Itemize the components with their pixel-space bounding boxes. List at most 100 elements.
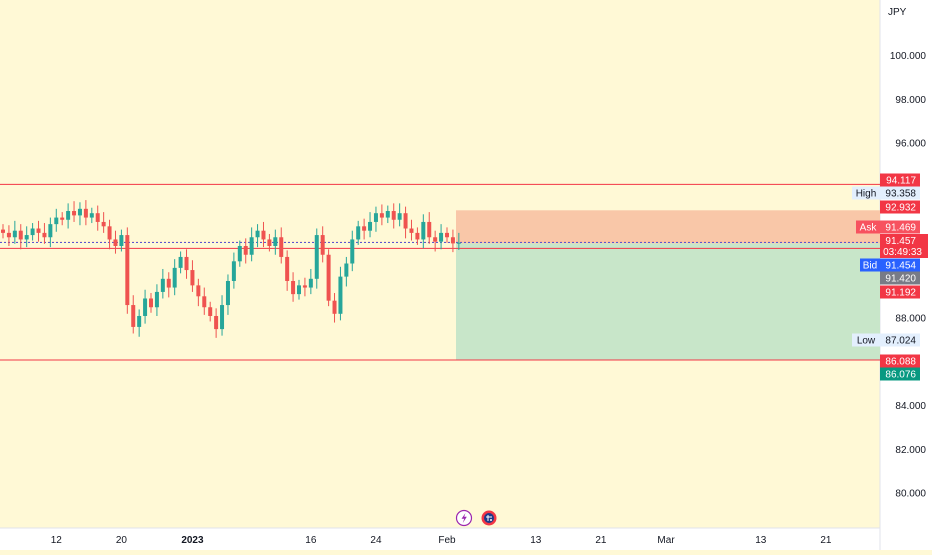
candle xyxy=(107,219,112,250)
candle-body xyxy=(160,278,165,292)
target-bottom-label-text: 86.076 xyxy=(885,370,916,381)
candle-body xyxy=(433,237,438,242)
candle-body xyxy=(143,298,148,316)
candle xyxy=(30,223,35,241)
candle-body xyxy=(267,239,272,247)
ask-tag: Ask xyxy=(856,220,880,234)
candle xyxy=(149,293,153,313)
candle-body xyxy=(60,217,65,220)
candle xyxy=(421,214,426,249)
candle xyxy=(143,289,148,324)
ask-tag-text: Ask xyxy=(860,223,878,234)
y-tick-label: 84.000 xyxy=(895,401,926,412)
candle xyxy=(344,256,349,287)
high-tag-bg xyxy=(852,186,880,200)
target-top-label-text: 86.088 xyxy=(885,357,916,368)
candle-body xyxy=(373,213,378,222)
candle-body xyxy=(362,226,367,231)
y-tick-label: 98.000 xyxy=(895,95,926,106)
candle-body xyxy=(231,261,236,281)
candle xyxy=(12,220,17,244)
x-tick-label: 13 xyxy=(530,535,542,546)
candles[interactable] xyxy=(1,200,461,338)
candle xyxy=(72,201,77,222)
low-value-label: 87.024 xyxy=(880,333,920,347)
candle xyxy=(225,274,230,315)
candle-body xyxy=(415,232,420,240)
horizontal-lines[interactable] xyxy=(0,183,880,361)
x-tick-label: 2023 xyxy=(181,535,204,546)
candle xyxy=(42,223,47,244)
y-tick-label: 96.000 xyxy=(895,139,926,150)
high-value-label-bg xyxy=(880,186,920,200)
candle xyxy=(89,207,94,224)
candle xyxy=(214,308,219,338)
candle xyxy=(433,230,438,252)
ask-value-label-bg xyxy=(880,220,920,234)
take-profit-zone xyxy=(456,243,880,360)
candle-body xyxy=(214,315,219,330)
candle-body xyxy=(273,237,278,247)
candle-body xyxy=(439,232,444,242)
candle xyxy=(297,279,301,300)
candle-body xyxy=(450,237,455,244)
stop-label-text: 92.932 xyxy=(885,203,916,214)
candle-body xyxy=(391,211,396,220)
x-tick-label: 13 xyxy=(755,535,767,546)
candle-body xyxy=(83,208,88,218)
x-tick-label: 21 xyxy=(595,535,607,546)
candle-body xyxy=(30,228,35,236)
candle xyxy=(249,227,254,262)
y-tick-label: 80.000 xyxy=(895,489,926,500)
candle-body xyxy=(261,230,266,240)
candle-body xyxy=(12,230,17,238)
high-line-label-bg xyxy=(880,173,920,187)
candle-body xyxy=(1,229,5,233)
time-axis[interactable] xyxy=(0,528,880,550)
candle xyxy=(291,272,296,302)
bid-value-label-text: 91.454 xyxy=(885,261,916,272)
candle-body xyxy=(190,270,195,286)
high-value-label: 93.358 xyxy=(880,186,920,200)
ask-value-label: 91.469 xyxy=(880,220,920,234)
candle-body xyxy=(356,226,361,240)
candle-body xyxy=(154,291,159,308)
target-top-label: 86.088 xyxy=(880,354,920,368)
candle xyxy=(178,251,183,274)
stop-label-bg xyxy=(880,200,920,214)
candle-body xyxy=(279,237,284,257)
candle xyxy=(279,227,284,264)
candle xyxy=(273,229,278,255)
flag-icon[interactable] xyxy=(481,510,497,526)
high-tag: High xyxy=(852,186,880,200)
candle xyxy=(285,250,290,291)
y-tick-label: 88.000 xyxy=(895,314,926,325)
candle xyxy=(6,225,11,247)
candle xyxy=(255,224,260,248)
candle-body xyxy=(225,280,230,306)
candle xyxy=(172,259,177,296)
lightning-icon[interactable] xyxy=(455,509,473,527)
countdown-text: 03:49:33 xyxy=(883,247,922,258)
candle xyxy=(220,295,225,336)
ask-value-label-text: 91.469 xyxy=(885,223,916,234)
candle xyxy=(83,200,88,226)
candle-body xyxy=(297,285,301,295)
x-tick-label: 16 xyxy=(305,535,317,546)
target-bottom-label: 86.076 xyxy=(880,367,920,381)
candle xyxy=(95,205,100,231)
candle-body xyxy=(166,278,171,288)
candle xyxy=(113,230,118,254)
position-zones[interactable] xyxy=(456,210,880,360)
last-price-text: 91.457 xyxy=(885,236,916,247)
entry-label-text: 91.420 xyxy=(885,274,916,285)
entry-label-bg xyxy=(880,271,920,285)
candle xyxy=(450,229,455,253)
candle xyxy=(356,220,361,245)
candle xyxy=(202,287,207,315)
candle-body xyxy=(320,235,325,255)
